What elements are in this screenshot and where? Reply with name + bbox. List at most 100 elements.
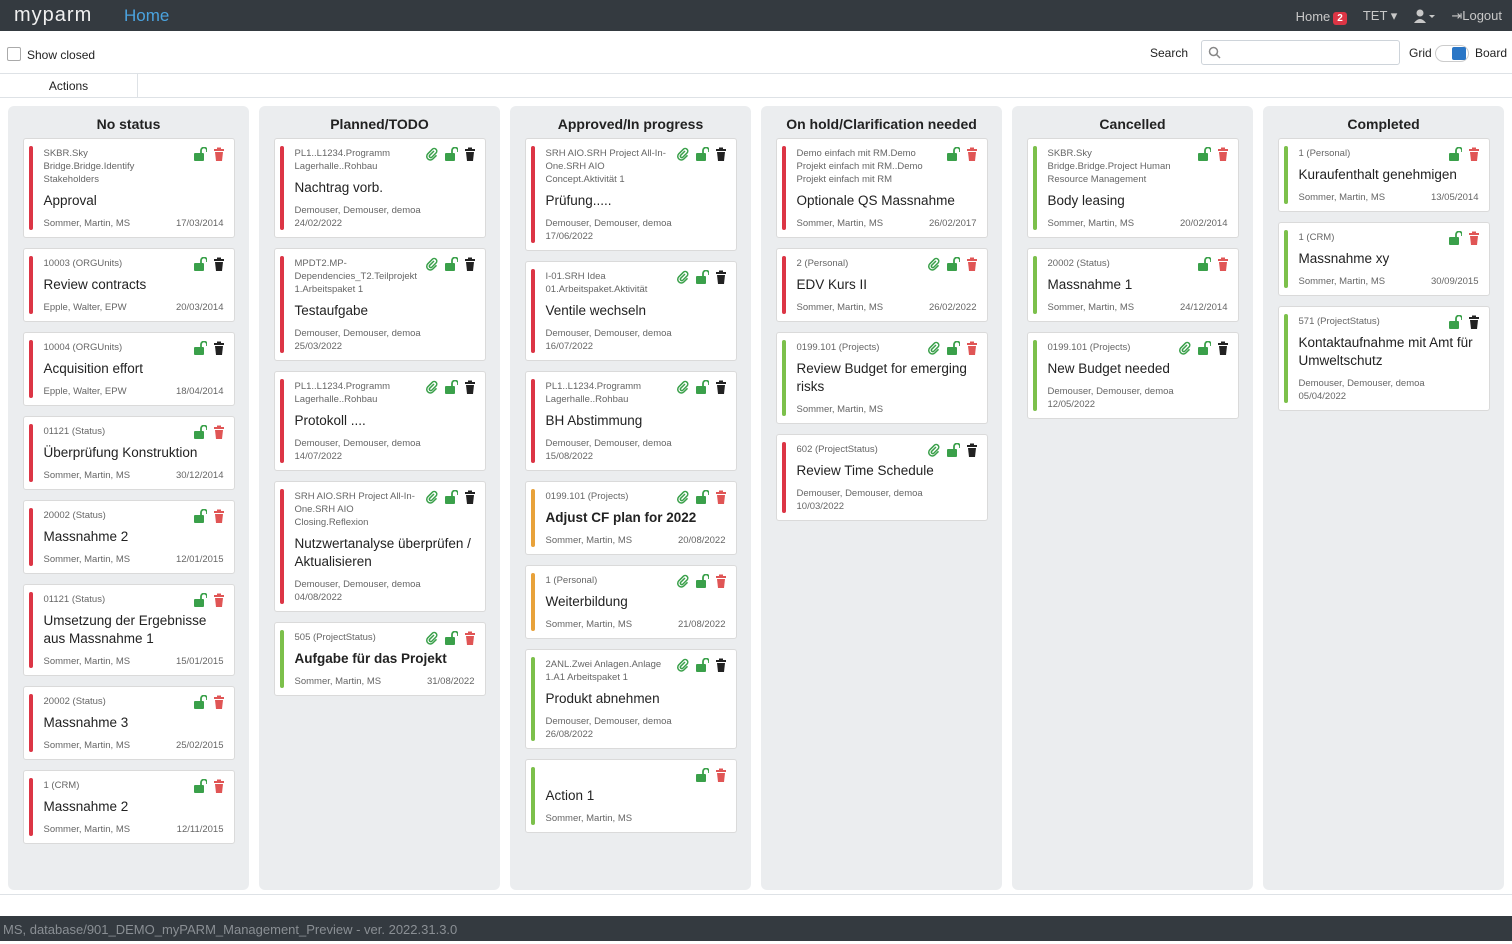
nav-user[interactable]: TET ▾ <box>1362 8 1398 23</box>
lock-icon[interactable] <box>444 147 458 161</box>
lock-icon[interactable] <box>946 341 960 355</box>
lock-icon[interactable] <box>1197 257 1211 271</box>
card[interactable]: 10003 (ORGUnits) Review contracts Epple, W… <box>22 248 235 322</box>
delete-icon[interactable] <box>714 574 728 588</box>
lock-icon[interactable] <box>1197 341 1211 355</box>
card[interactable]: 20002 (Status) Massnahme 1 Sommer, Martin,… <box>1026 248 1239 322</box>
lock-icon[interactable] <box>695 768 709 782</box>
delete-icon[interactable] <box>212 147 226 161</box>
delete-icon[interactable] <box>714 768 728 782</box>
delete-icon[interactable] <box>212 509 226 523</box>
logo[interactable]: myparm <box>14 4 93 26</box>
lock-icon[interactable] <box>193 509 207 523</box>
nav-logout[interactable]: ⇥Logout <box>1451 8 1502 23</box>
attachment-icon[interactable] <box>1178 341 1192 355</box>
delete-icon[interactable] <box>212 341 226 355</box>
lock-icon[interactable] <box>1448 315 1462 329</box>
card[interactable]: 1 (Personal) Kuraufenthalt genehmigen Somm… <box>1277 138 1490 212</box>
card[interactable]: 0199.101 (Projects) Adjust CF plan for 20… <box>524 481 737 555</box>
card[interactable]: 1 (Personal) Weiterbildung Sommer, Martin,… <box>524 565 737 639</box>
delete-icon[interactable] <box>714 147 728 161</box>
lock-icon[interactable] <box>444 380 458 394</box>
search-input[interactable] <box>1201 40 1400 65</box>
delete-icon[interactable] <box>714 490 728 504</box>
attachment-icon[interactable] <box>676 490 690 504</box>
lock-icon[interactable] <box>695 147 709 161</box>
delete-icon[interactable] <box>463 257 477 271</box>
attachment-icon[interactable] <box>425 257 439 271</box>
attachment-icon[interactable] <box>425 490 439 504</box>
delete-icon[interactable] <box>212 695 226 709</box>
card[interactable]: PL1..L1234.Programm Lagerhalle..Rohbau Na… <box>273 138 486 238</box>
lock-icon[interactable] <box>946 257 960 271</box>
lock-icon[interactable] <box>946 443 960 457</box>
lock-icon[interactable] <box>1448 147 1462 161</box>
delete-icon[interactable] <box>1216 257 1230 271</box>
attachment-icon[interactable] <box>425 631 439 645</box>
card[interactable]: 01121 (Status) Umsetzung der Ergebnisse a… <box>22 584 235 676</box>
delete-icon[interactable] <box>1216 147 1230 161</box>
lock-icon[interactable] <box>193 257 207 271</box>
lock-icon[interactable] <box>193 425 207 439</box>
lock-icon[interactable] <box>1197 147 1211 161</box>
attachment-icon[interactable] <box>425 147 439 161</box>
card[interactable]: 0199.101 (Projects) Review Budget for eme… <box>775 332 988 424</box>
delete-icon[interactable] <box>463 147 477 161</box>
attachment-icon[interactable] <box>927 341 941 355</box>
card[interactable]: SRH AIO.SRH Project All-In-One.SRH AIO C… <box>524 138 737 251</box>
lock-icon[interactable] <box>444 490 458 504</box>
card[interactable]: Demo einfach mit RM.Demo Projekt einfach… <box>775 138 988 238</box>
attachment-icon[interactable] <box>676 380 690 394</box>
card[interactable]: SKBR.Sky Bridge.Bridge.Project Human Res… <box>1026 138 1239 238</box>
attachment-icon[interactable] <box>927 443 941 457</box>
delete-icon[interactable] <box>463 380 477 394</box>
lock-icon[interactable] <box>946 147 960 161</box>
card[interactable]: 602 (ProjectStatus) Review Time Schedule D… <box>775 434 988 521</box>
attachment-icon[interactable] <box>676 658 690 672</box>
delete-icon[interactable] <box>212 779 226 793</box>
tab[interactable]: Actions <box>0 74 138 98</box>
card[interactable]: 10004 (ORGUnits) Acquisition effort Epple,… <box>22 332 235 406</box>
lock-icon[interactable] <box>193 341 207 355</box>
delete-icon[interactable] <box>714 658 728 672</box>
delete-icon[interactable] <box>212 593 226 607</box>
delete-icon[interactable] <box>965 443 979 457</box>
card[interactable]: 20002 (Status) Massnahme 3 Sommer, Martin,… <box>22 686 235 760</box>
lock-icon[interactable] <box>193 147 207 161</box>
card[interactable]: PL1..L1234.Programm Lagerhalle..Rohbau Pr… <box>273 371 486 471</box>
card[interactable]: 571 (ProjectStatus) Kontaktaufnahme mit A… <box>1277 306 1490 411</box>
card[interactable]: 20002 (Status) Massnahme 2 Sommer, Martin,… <box>22 500 235 574</box>
lock-icon[interactable] <box>193 695 207 709</box>
lock-icon[interactable] <box>1448 231 1462 245</box>
attachment-icon[interactable] <box>425 380 439 394</box>
delete-icon[interactable] <box>463 490 477 504</box>
attachment-icon[interactable] <box>676 270 690 284</box>
card[interactable]: 1 (CRM) Massnahme xy Sommer, Martin, MS 30/… <box>1277 222 1490 296</box>
attachment-icon[interactable] <box>927 257 941 271</box>
lock-icon[interactable] <box>695 658 709 672</box>
delete-icon[interactable] <box>965 147 979 161</box>
delete-icon[interactable] <box>965 257 979 271</box>
delete-icon[interactable] <box>463 631 477 645</box>
card[interactable]: MPDT2.MP-Dependencies_T2.Teilprojekt 1.A… <box>273 248 486 361</box>
attachment-icon[interactable] <box>676 574 690 588</box>
delete-icon[interactable] <box>965 341 979 355</box>
delete-icon[interactable] <box>714 380 728 394</box>
user-menu[interactable] <box>1413 9 1436 23</box>
view-toggle[interactable] <box>1435 45 1469 62</box>
lock-icon[interactable] <box>695 490 709 504</box>
delete-icon[interactable] <box>1216 341 1230 355</box>
lock-icon[interactable] <box>444 257 458 271</box>
lock-icon[interactable] <box>695 574 709 588</box>
card[interactable]: 1 (CRM) Massnahme 2 Sommer, Martin, MS 12/1… <box>22 770 235 844</box>
delete-icon[interactable] <box>1467 147 1481 161</box>
attachment-icon[interactable] <box>676 147 690 161</box>
lock-icon[interactable] <box>193 779 207 793</box>
card[interactable]: SRH AIO.SRH Project All-In-One.SRH AIO C… <box>273 481 486 612</box>
lock-icon[interactable] <box>695 380 709 394</box>
card[interactable]: 01121 (Status) Überprüfung Konstruktion So… <box>22 416 235 490</box>
card[interactable]: PL1..L1234.Programm Lagerhalle..Rohbau BH… <box>524 371 737 471</box>
delete-icon[interactable] <box>1467 231 1481 245</box>
card[interactable]: 505 (ProjectStatus) Aufgabe für das Proje… <box>273 622 486 696</box>
delete-icon[interactable] <box>212 425 226 439</box>
